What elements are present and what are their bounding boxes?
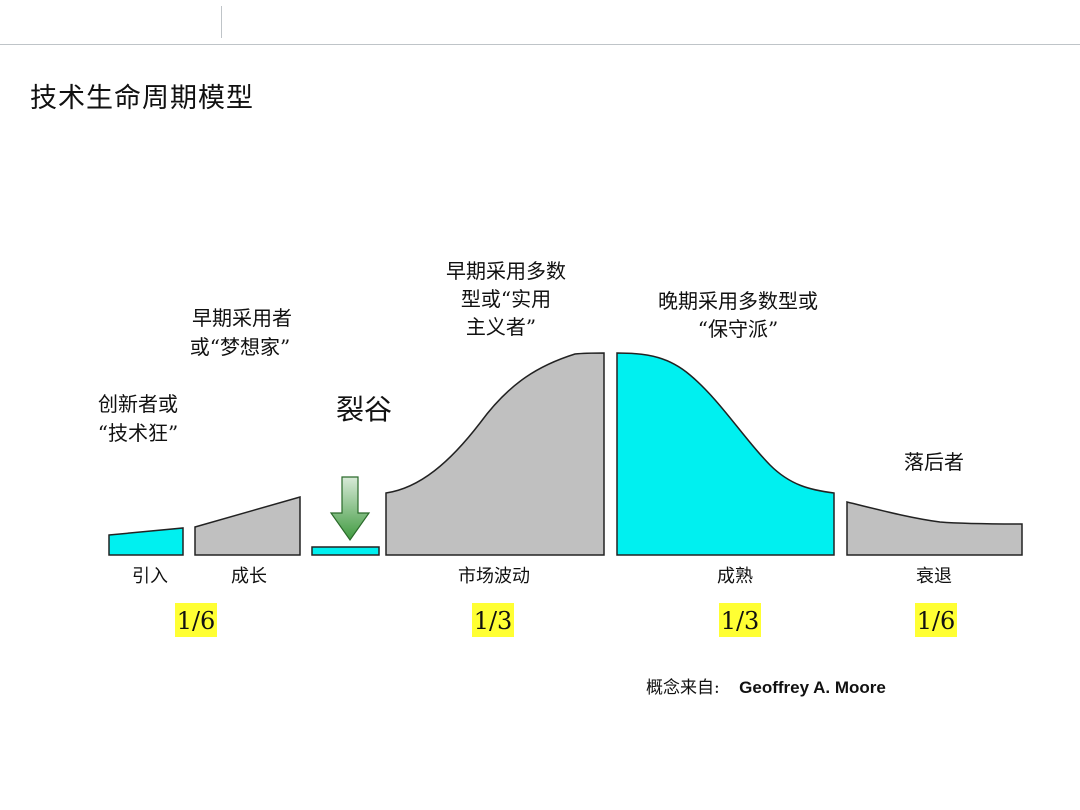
fraction-highlight-3 — [719, 603, 761, 637]
source-label: 概念来自: — [646, 678, 720, 698]
down-arrow-icon — [329, 476, 371, 542]
fraction-highlight-2 — [472, 603, 514, 637]
group-early-adopters-line-2: 或“梦想家” — [190, 335, 290, 359]
segment-decline — [846, 501, 1023, 556]
page-title: 技术生命周期模型 — [30, 83, 254, 114]
segment-chasm — [311, 546, 380, 556]
group-early-adopters-line-1: 早期采用者 — [192, 306, 292, 330]
fraction-3: 1/3 — [721, 607, 760, 635]
stage-growth: 成长 — [231, 566, 267, 587]
stage-maturity: 成熟 — [717, 566, 753, 587]
fraction-4: 1/6 — [917, 607, 956, 635]
segment-introduction — [108, 527, 184, 556]
header-divider-tick — [221, 6, 222, 38]
stage-introduction: 引入 — [132, 566, 168, 587]
fraction-1: 1/6 — [177, 607, 216, 635]
segment-growth — [194, 496, 301, 556]
fraction-highlight-4 — [915, 603, 957, 637]
fraction-highlight-1 — [175, 603, 217, 637]
chasm-label: 裂谷 — [336, 393, 392, 426]
group-innovators-line-2: “技术狂” — [98, 421, 178, 445]
group-early-majority-line-1: 早期采用多数 — [446, 259, 566, 283]
stage-market-turbulence: 市场波动 — [458, 566, 530, 587]
group-innovators-line-1: 创新者或 — [98, 392, 178, 416]
segment-market-turbulence — [385, 352, 605, 556]
stage-decline: 衰退 — [916, 566, 952, 587]
group-late-majority-line-2: “保守派” — [698, 317, 778, 341]
source-attribution: 概念来自: Geoffrey A. Moore — [646, 673, 886, 698]
segment-maturity — [616, 352, 835, 556]
group-early-majority-line-2: 型或“实用 — [461, 287, 551, 311]
group-laggards: 落后者 — [904, 450, 964, 474]
group-early-majority-line-3: 主义者” — [466, 315, 536, 339]
header-rule — [0, 44, 1080, 45]
fraction-2: 1/3 — [474, 607, 513, 635]
source-author: Geoffrey A. Moore — [739, 678, 886, 697]
group-late-majority-line-1: 晚期采用多数型或 — [658, 289, 818, 313]
